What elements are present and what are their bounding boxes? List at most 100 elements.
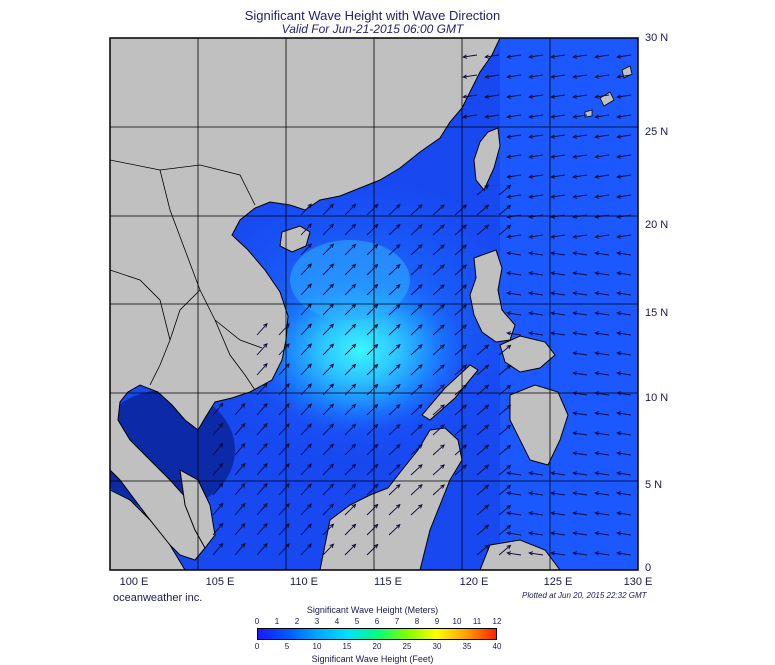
wave-arrow-head <box>418 324 423 329</box>
wave-arrow <box>498 545 511 556</box>
wave-arrow-head <box>506 154 512 159</box>
wave-arrow <box>432 424 445 436</box>
wave-arrow-head <box>462 344 468 349</box>
wave-arrow-head <box>506 74 512 79</box>
wave-arrow-head <box>307 443 312 449</box>
wave-arrow <box>551 54 566 58</box>
wave-arrow <box>573 194 588 198</box>
wave-arrow <box>529 512 544 516</box>
wave-arrow-head <box>418 284 423 289</box>
wave-arrow-head <box>351 523 357 529</box>
wave-arrow <box>573 54 588 58</box>
wave-arrow <box>617 452 632 456</box>
wave-arrow-head <box>329 383 335 389</box>
lon-label-115e: 115 E <box>374 576 402 588</box>
wave-arrow-head <box>572 491 578 496</box>
colorbar-feet-tick: 5 <box>284 642 290 651</box>
wave-arrow-head <box>218 422 224 428</box>
wave-arrow <box>551 292 566 296</box>
wave-arrow <box>322 303 334 316</box>
wave-arrow <box>595 332 610 336</box>
wave-arrow <box>529 312 544 316</box>
wave-arrow-head <box>307 403 312 409</box>
wave-arrow-head <box>506 531 512 536</box>
wave-arrow-head <box>550 331 556 336</box>
wave-arrow-head <box>462 304 468 309</box>
wave-arrow <box>300 483 312 496</box>
wave-arrow <box>388 524 401 536</box>
wave-arrow <box>507 234 522 238</box>
wave-arrow-head <box>594 271 600 276</box>
wave-arrow <box>410 464 423 476</box>
wave-arrow-head <box>572 431 578 436</box>
wave-arrow-head <box>506 404 512 410</box>
wave-arrow-head <box>572 134 578 139</box>
wave-arrow-head <box>218 402 224 408</box>
wave-arrow-head <box>263 483 268 488</box>
wave-arrow-head <box>528 551 534 556</box>
wave-arrow <box>278 323 290 336</box>
wave-arrow-head <box>616 271 622 276</box>
wave-arrow-head <box>440 364 445 369</box>
wave-arrow <box>507 54 522 58</box>
wave-arrow <box>388 324 401 336</box>
wave-arrow <box>551 154 566 158</box>
scs-peak-wave-zone <box>250 265 470 435</box>
wave-arrow <box>454 324 467 336</box>
wave-arrow <box>322 263 334 276</box>
wave-arrow <box>573 312 588 316</box>
wave-arrow <box>366 504 379 516</box>
wave-arrow <box>234 463 246 476</box>
wave-arrow <box>366 444 379 456</box>
wave-arrow-head <box>506 504 512 510</box>
wave-arrow <box>463 94 478 98</box>
wave-arrow <box>529 194 544 198</box>
land-mindanao <box>509 384 569 466</box>
wave-arrow-head <box>351 483 357 489</box>
wave-arrow-head <box>462 54 468 59</box>
wave-arrow <box>529 174 544 178</box>
wave-arrow-head <box>506 331 512 336</box>
wave-arrow <box>300 523 312 536</box>
wave-arrow-head <box>484 94 490 99</box>
wave-arrow-head <box>307 543 312 549</box>
wave-arrow-head <box>484 204 490 210</box>
wave-arrow-head <box>329 483 335 489</box>
wave-arrow <box>388 504 401 516</box>
wave-arrow <box>234 403 246 416</box>
wave-arrow <box>344 444 356 456</box>
wave-arrow-head <box>373 483 379 489</box>
wave-arrow-head <box>550 511 556 516</box>
wave-arrow <box>617 174 632 178</box>
wave-arrow <box>278 543 290 556</box>
wave-arrow-head <box>329 403 335 409</box>
wave-arrow <box>507 194 522 198</box>
wave-arrow-head <box>528 331 534 336</box>
lon-label-120e: 120 E <box>459 576 489 588</box>
wave-arrow <box>476 224 489 236</box>
wave-arrow <box>410 324 423 336</box>
wave-arrow-head <box>440 284 445 289</box>
wave-arrow <box>617 352 632 356</box>
wave-arrow <box>529 154 544 158</box>
wave-arrow <box>507 472 522 476</box>
wave-arrow-head <box>395 263 401 269</box>
wave-arrow-head <box>528 531 534 536</box>
wave-arrow <box>344 344 356 356</box>
wave-arrow <box>617 332 632 336</box>
wave-arrow <box>454 424 467 436</box>
wave-arrow-head <box>440 384 445 389</box>
wave-arrow-head <box>594 234 600 239</box>
wave-arrow-head <box>462 384 468 389</box>
wave-arrow <box>432 344 445 356</box>
wave-arrow <box>212 403 224 416</box>
lat-label-25n: 25 N <box>645 126 669 138</box>
wave-arrow <box>617 94 632 98</box>
wave-arrow-head <box>616 291 622 296</box>
wave-arrow <box>366 544 379 556</box>
wave-arrow <box>551 74 566 78</box>
wave-arrow <box>551 332 566 336</box>
wave-arrow <box>410 284 423 296</box>
wave-arrow <box>617 234 632 238</box>
wave-arrow-head <box>528 311 534 316</box>
